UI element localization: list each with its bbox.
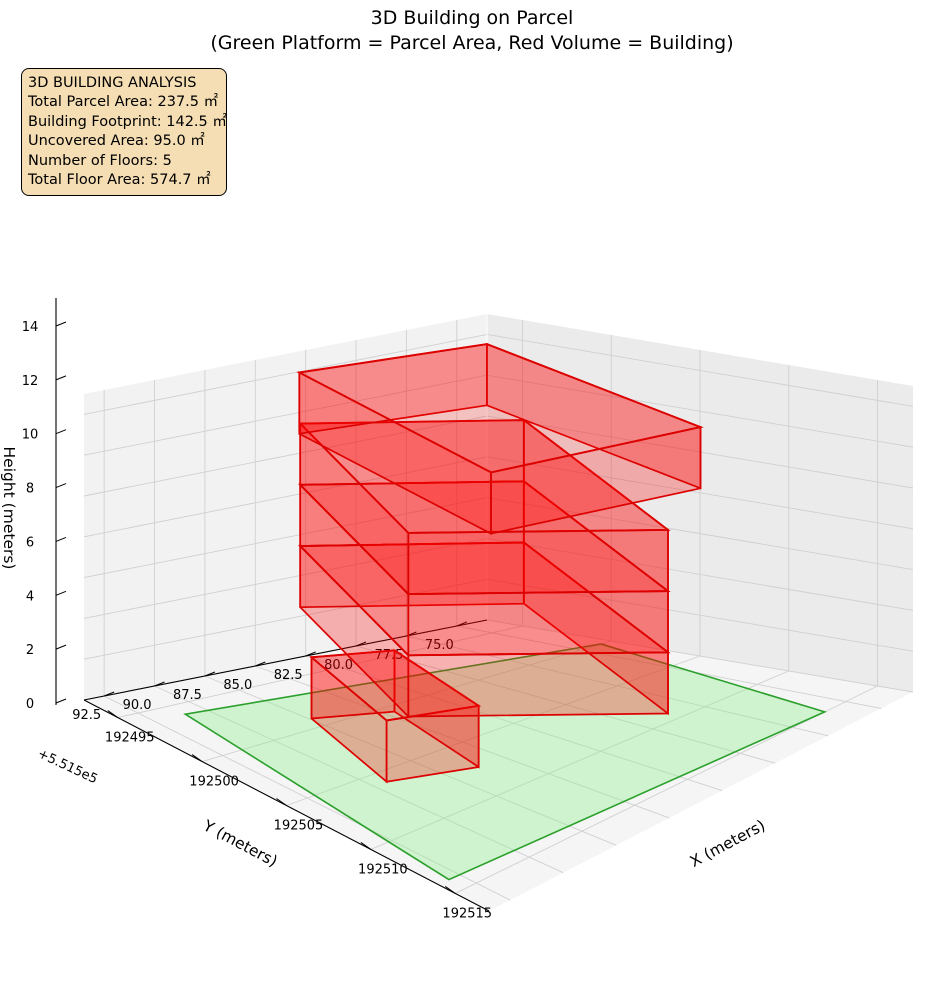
y-tick-label: 87.5 (173, 688, 202, 703)
x-tick (107, 710, 119, 718)
z-tick (55, 429, 67, 435)
z-tick-label: 0 (26, 697, 34, 712)
pane-left (84, 314, 487, 700)
grid-line-x-floor (286, 655, 701, 806)
grid-line-y-floor (154, 685, 564, 874)
x-tick-label: 192505 (274, 819, 324, 834)
z-tick (55, 536, 67, 542)
y-tick (204, 671, 216, 677)
y-offset-label: +5.515e5 (35, 746, 100, 787)
x-tick-label: 192500 (189, 775, 239, 790)
z-tick-label: 14 (22, 320, 39, 335)
grid-line-y-floor (305, 655, 723, 791)
y-tick (154, 681, 165, 687)
tick-labels: 19249519250019250519251019251575.077.580… (22, 320, 492, 921)
y-axis-label: Y (meters) (199, 816, 280, 870)
grid-line-z-left (83, 578, 488, 660)
y-tick (456, 621, 467, 627)
y-tick-label: 82.5 (274, 668, 303, 683)
building-volume (296, 342, 704, 784)
z-tick-label: 6 (26, 535, 34, 550)
floor-4 (297, 418, 671, 597)
grid-line-z-right (486, 537, 914, 611)
z-tick (55, 644, 67, 650)
y-tick (103, 691, 115, 697)
x-tick-label: 192515 (442, 906, 492, 921)
floor-1 (309, 648, 482, 784)
x-tick (444, 886, 456, 894)
pane-floor (84, 620, 913, 911)
floor-top-face (296, 343, 704, 474)
z-tick-label: 10 (22, 428, 39, 443)
floor-5 (296, 342, 704, 536)
chart-title: 3D Building on Parcel (370, 7, 574, 29)
z-tick-label: 4 (26, 589, 34, 604)
x-axis-label: X (meters) (687, 816, 768, 871)
tick-marks (55, 321, 467, 894)
info-building-footprint: Building Footprint: 142.5 ㎡ (28, 113, 227, 130)
info-total-floor-area: Total Floor Area: 574.7 ㎡ (28, 172, 211, 189)
floor-3 (297, 479, 671, 658)
z-tick-label: 8 (26, 482, 34, 497)
grid-line-z-right (486, 333, 914, 407)
grid-line-z-left (83, 537, 488, 619)
y-tick (355, 641, 367, 647)
analysis-info-box: 3D BUILDING ANALYSIS Total Parcel Area: … (21, 68, 227, 197)
grid-line-z-right (486, 374, 914, 448)
y-tick-label: 92.5 (72, 708, 101, 723)
x-tick-label: 192510 (358, 862, 408, 877)
grid-line-z-left (83, 415, 488, 497)
z-tick-label: 2 (26, 643, 34, 658)
y-axis-line (83, 619, 488, 701)
z-tick-label: 12 (22, 374, 39, 389)
info-number-of-floors: Number of Floors: 5 (28, 152, 172, 169)
parcel-polygon (183, 643, 827, 881)
z-tick (55, 375, 67, 381)
x-tick (276, 798, 287, 806)
grid-line-x-floor (117, 625, 523, 719)
y-tick (305, 651, 316, 657)
x-tick-label: 192495 (105, 731, 155, 746)
chart-subtitle: (Green Platform = Parcel Area, Red Volum… (210, 32, 734, 54)
floor-2 (297, 540, 671, 719)
info-total-parcel-area: Total Parcel Area: 237.5 ㎡ (28, 94, 219, 111)
x-tick (360, 842, 372, 850)
z-tick (55, 321, 67, 327)
info-heading: 3D BUILDING ANALYSIS (28, 75, 197, 91)
grid-line-y-floor (103, 695, 511, 901)
y-tick-label: 75.0 (425, 638, 454, 653)
y-tick-label: 90.0 (123, 698, 152, 713)
grid-line-y-floor (355, 645, 776, 764)
grid-line-x-floor (201, 640, 612, 762)
info-uncovered-area: Uncovered Area: 95.0 ㎡ (28, 133, 205, 150)
grid-line-y-floor (456, 625, 882, 709)
y-tick-label: 80.0 (324, 658, 353, 673)
y-tick (255, 661, 266, 667)
grid-line-y-floor (204, 675, 617, 846)
parcel-platform (183, 643, 827, 881)
z-tick (55, 590, 67, 596)
x-tick (191, 754, 203, 762)
z-tick (55, 698, 67, 704)
grid-line-y-floor (406, 635, 829, 737)
y-tick-label: 85.0 (223, 678, 252, 693)
grid-line-z-right (486, 497, 914, 571)
grid-line-z-left (83, 497, 488, 579)
grid-line-z-left (83, 333, 488, 415)
z-axis-label: Height (meters) (0, 447, 18, 570)
grid-line-z-right (486, 578, 914, 652)
grid-line-x-floor (370, 670, 789, 850)
grid-line-z-left (83, 456, 488, 538)
grid-line-z-left (83, 374, 488, 456)
z-tick (55, 483, 67, 489)
grid-line-z-right (486, 619, 914, 693)
grid-line-z-right (486, 456, 914, 530)
